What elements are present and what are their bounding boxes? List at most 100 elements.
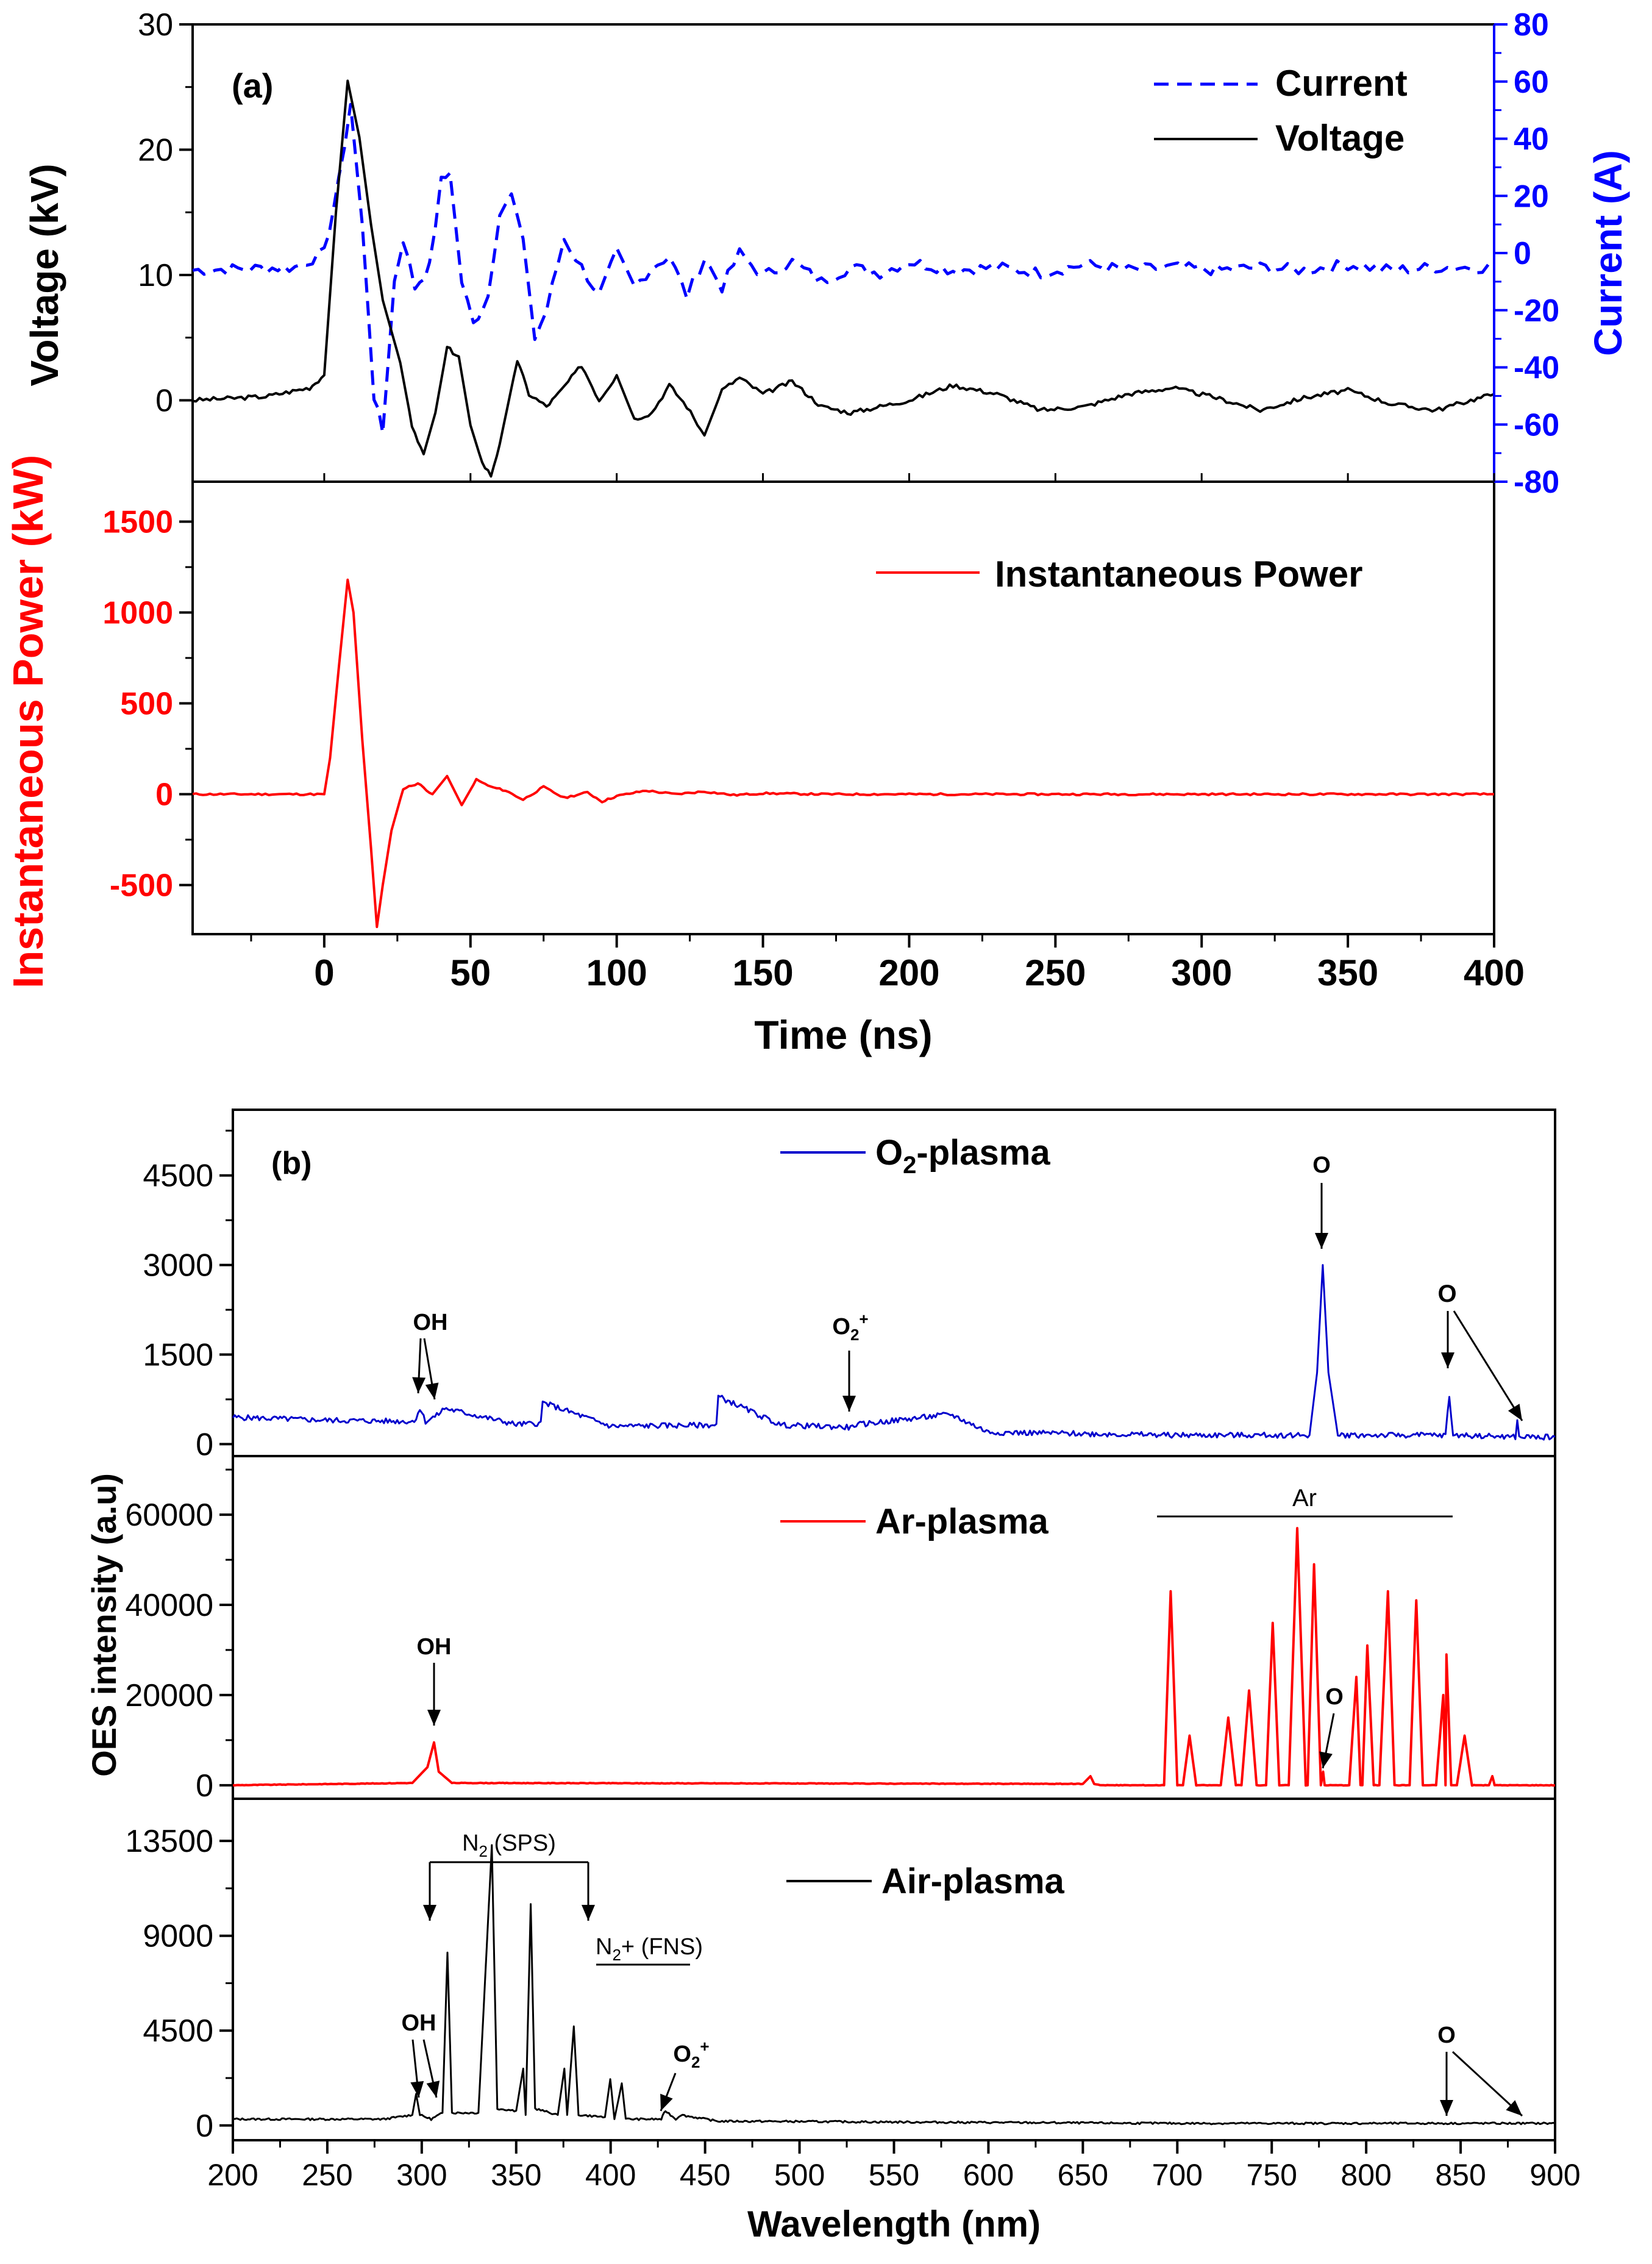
annotation-o-ar: O	[1325, 1684, 1344, 1710]
power-axis-tick-label: -500	[110, 868, 173, 904]
wavelength-axis-tick-label: 300	[396, 2158, 447, 2192]
annotation-oh-air-arrow-2-head	[426, 2080, 440, 2098]
annotation-oh-arrow-1-head	[412, 1377, 426, 1393]
wavelength-axis-tick-label: 700	[1152, 2158, 1203, 2192]
o2-plasma-line	[232, 1264, 1556, 1441]
annotation-n2fns: N2+ (FNS)	[596, 1934, 703, 1964]
annotation-n2sps-arrow-left-head	[423, 1905, 436, 1921]
panel-b-label: (b)	[271, 1146, 312, 1181]
air-axis-tick-label: 13500	[125, 1824, 213, 1859]
annotation-o-777: O	[1312, 1152, 1331, 1178]
wavelength-axis-tick-label: 250	[302, 2158, 352, 2192]
current-axis-tick-label: -40	[1514, 351, 1559, 386]
air-axis-tick-label: 9000	[143, 1919, 213, 1954]
current-line	[192, 102, 1495, 435]
time-axis-tick-label: 50	[450, 952, 491, 993]
annotation-oh-air: OH	[402, 2010, 436, 2036]
wavelength-axis-tick-label: 900	[1529, 2158, 1580, 2192]
o2-axis-tick-label: 0	[196, 1427, 213, 1462]
legend-current-label: Current	[1275, 63, 1408, 104]
annotation-o2plus-sub: 2	[850, 1326, 859, 1344]
legend-air-label: Air-plasma	[881, 1862, 1065, 1901]
o2-axis-tick-label: 4500	[143, 1159, 213, 1194]
wavelength-axis-tick-label: 350	[491, 2158, 541, 2192]
voltage-axis-tick-label: 20	[138, 132, 173, 168]
ar-axis-tick-label: 40000	[125, 1588, 213, 1623]
annotation-n2sps-sub: 2	[479, 1842, 488, 1860]
voltage-axis-tick-label: 10	[138, 258, 173, 293]
power-axis-tick-label: 0	[155, 777, 173, 813]
air-axis-tick-label: 4500	[143, 2013, 213, 2049]
time-axis-tick-label: 150	[733, 952, 794, 993]
current-axis-tick-label: 40	[1514, 122, 1549, 157]
annotation-oh: OH	[413, 1310, 448, 1335]
legend-o2-label: O2-plasma	[875, 1133, 1050, 1179]
time-axis-tick-label: 0	[314, 952, 334, 993]
current-axis-tick-label: 0	[1514, 236, 1531, 271]
annotation-n2sps: N2 (SPS)	[462, 1830, 556, 1860]
wavelength-axis-tick-label: 500	[774, 2158, 825, 2192]
air-axis-tick-label: 0	[196, 2109, 213, 2144]
annotation-o-880-arrow	[1453, 1310, 1523, 1421]
legend-o2-subscript: 2	[903, 1152, 916, 1179]
ar-plasma-line	[232, 1527, 1556, 1787]
voltage-axis-title: Voltage (kV)	[23, 163, 66, 386]
annotation-n2sps-suffix: (SPS)	[488, 1830, 556, 1856]
voltage-axis-tick-label: 0	[155, 383, 173, 418]
time-axis-tick-label: 400	[1464, 952, 1525, 993]
time-axis-tick-label: 250	[1025, 952, 1086, 993]
annotation-o-777-arrow-head	[1315, 1233, 1328, 1249]
ar-axis-tick-label: 60000	[125, 1498, 213, 1533]
annotation-o2plus-air-sub: 2	[691, 2053, 700, 2071]
oes-axis-title: OES intensity (a.u)	[85, 1473, 123, 1777]
voltage-axis-tick-label: 30	[138, 7, 173, 43]
annotation-o-844: O	[1437, 1280, 1456, 1307]
wavelength-axis-tick-label: 800	[1340, 2158, 1391, 2192]
annotation-n2sps-arrow-right-head	[582, 1905, 595, 1921]
wavelength-axis-tick-label: 750	[1246, 2158, 1297, 2192]
annotation-o-ar-arrow-head	[1319, 1751, 1333, 1768]
time-axis-tick-label: 200	[878, 952, 939, 993]
panel-a-bottom-frame	[191, 480, 1495, 935]
annotation-oh-ar: OH	[417, 1634, 452, 1660]
current-axis-tick-label: 60	[1514, 65, 1549, 100]
legend-ar-label: Ar-plasma	[875, 1502, 1049, 1541]
o2-axis-tick-label: 1500	[143, 1338, 213, 1373]
annotation-oh-arrow-2-head	[425, 1382, 439, 1399]
current-axis-tick-label: -60	[1514, 407, 1559, 443]
annotation-oh-ar-arrow-head	[427, 1710, 441, 1726]
wavelength-axis-tick-label: 450	[680, 2158, 730, 2192]
annotation-o2plus-air-sup: +	[700, 2037, 709, 2055]
ar-axis-tick-label: 0	[196, 1768, 213, 1804]
wavelength-axis-tick-label: 650	[1058, 2158, 1108, 2192]
current-axis-tick-label: 80	[1514, 7, 1549, 43]
ar-axis-tick-label: 20000	[125, 1678, 213, 1713]
wavelength-axis-tick-label: 600	[963, 2158, 1014, 2192]
time-axis-tick-label: 300	[1171, 952, 1232, 993]
power-line	[192, 578, 1495, 929]
annotation-o2plus-sup: +	[859, 1310, 868, 1328]
annotation-o-880-arrow-head	[1508, 1404, 1522, 1421]
legend-voltage-label: Voltage	[1275, 118, 1405, 159]
o2-axis-tick-label: 3000	[143, 1248, 213, 1284]
annotation-o-air-arrow-head	[1440, 2100, 1453, 2116]
annotation-o-air: O	[1437, 2023, 1456, 2048]
power-axis-tick-label: 1500	[102, 505, 173, 540]
time-axis-tick-label: 350	[1317, 952, 1378, 993]
power-axis-tick-label: 1000	[102, 596, 173, 631]
annotation-o-air-arrow-2-head	[1506, 2100, 1522, 2116]
wavelength-axis-tick-label: 400	[585, 2158, 636, 2192]
annotation-o2plus-air-arrow-head	[660, 2093, 673, 2111]
panel-a-label: (a)	[232, 66, 273, 105]
annotation-oh-air-arrow-1-head	[410, 2080, 424, 2098]
annotation-o2plus-arrow-head	[842, 1396, 856, 1412]
current-axis-tick-label: -20	[1514, 293, 1559, 329]
current-axis-tick-label: -80	[1514, 465, 1559, 500]
time-axis-tick-label: 100	[586, 952, 647, 993]
annotation-o-844-arrow-head	[1441, 1352, 1454, 1368]
current-axis-tick-label: 20	[1514, 179, 1549, 214]
annotation-n2fns-suffix: + (FNS)	[621, 1934, 703, 1960]
annotation-n2fns-sub: 2	[612, 1946, 621, 1964]
legend-o2-suffix: -plasma	[916, 1133, 1050, 1173]
